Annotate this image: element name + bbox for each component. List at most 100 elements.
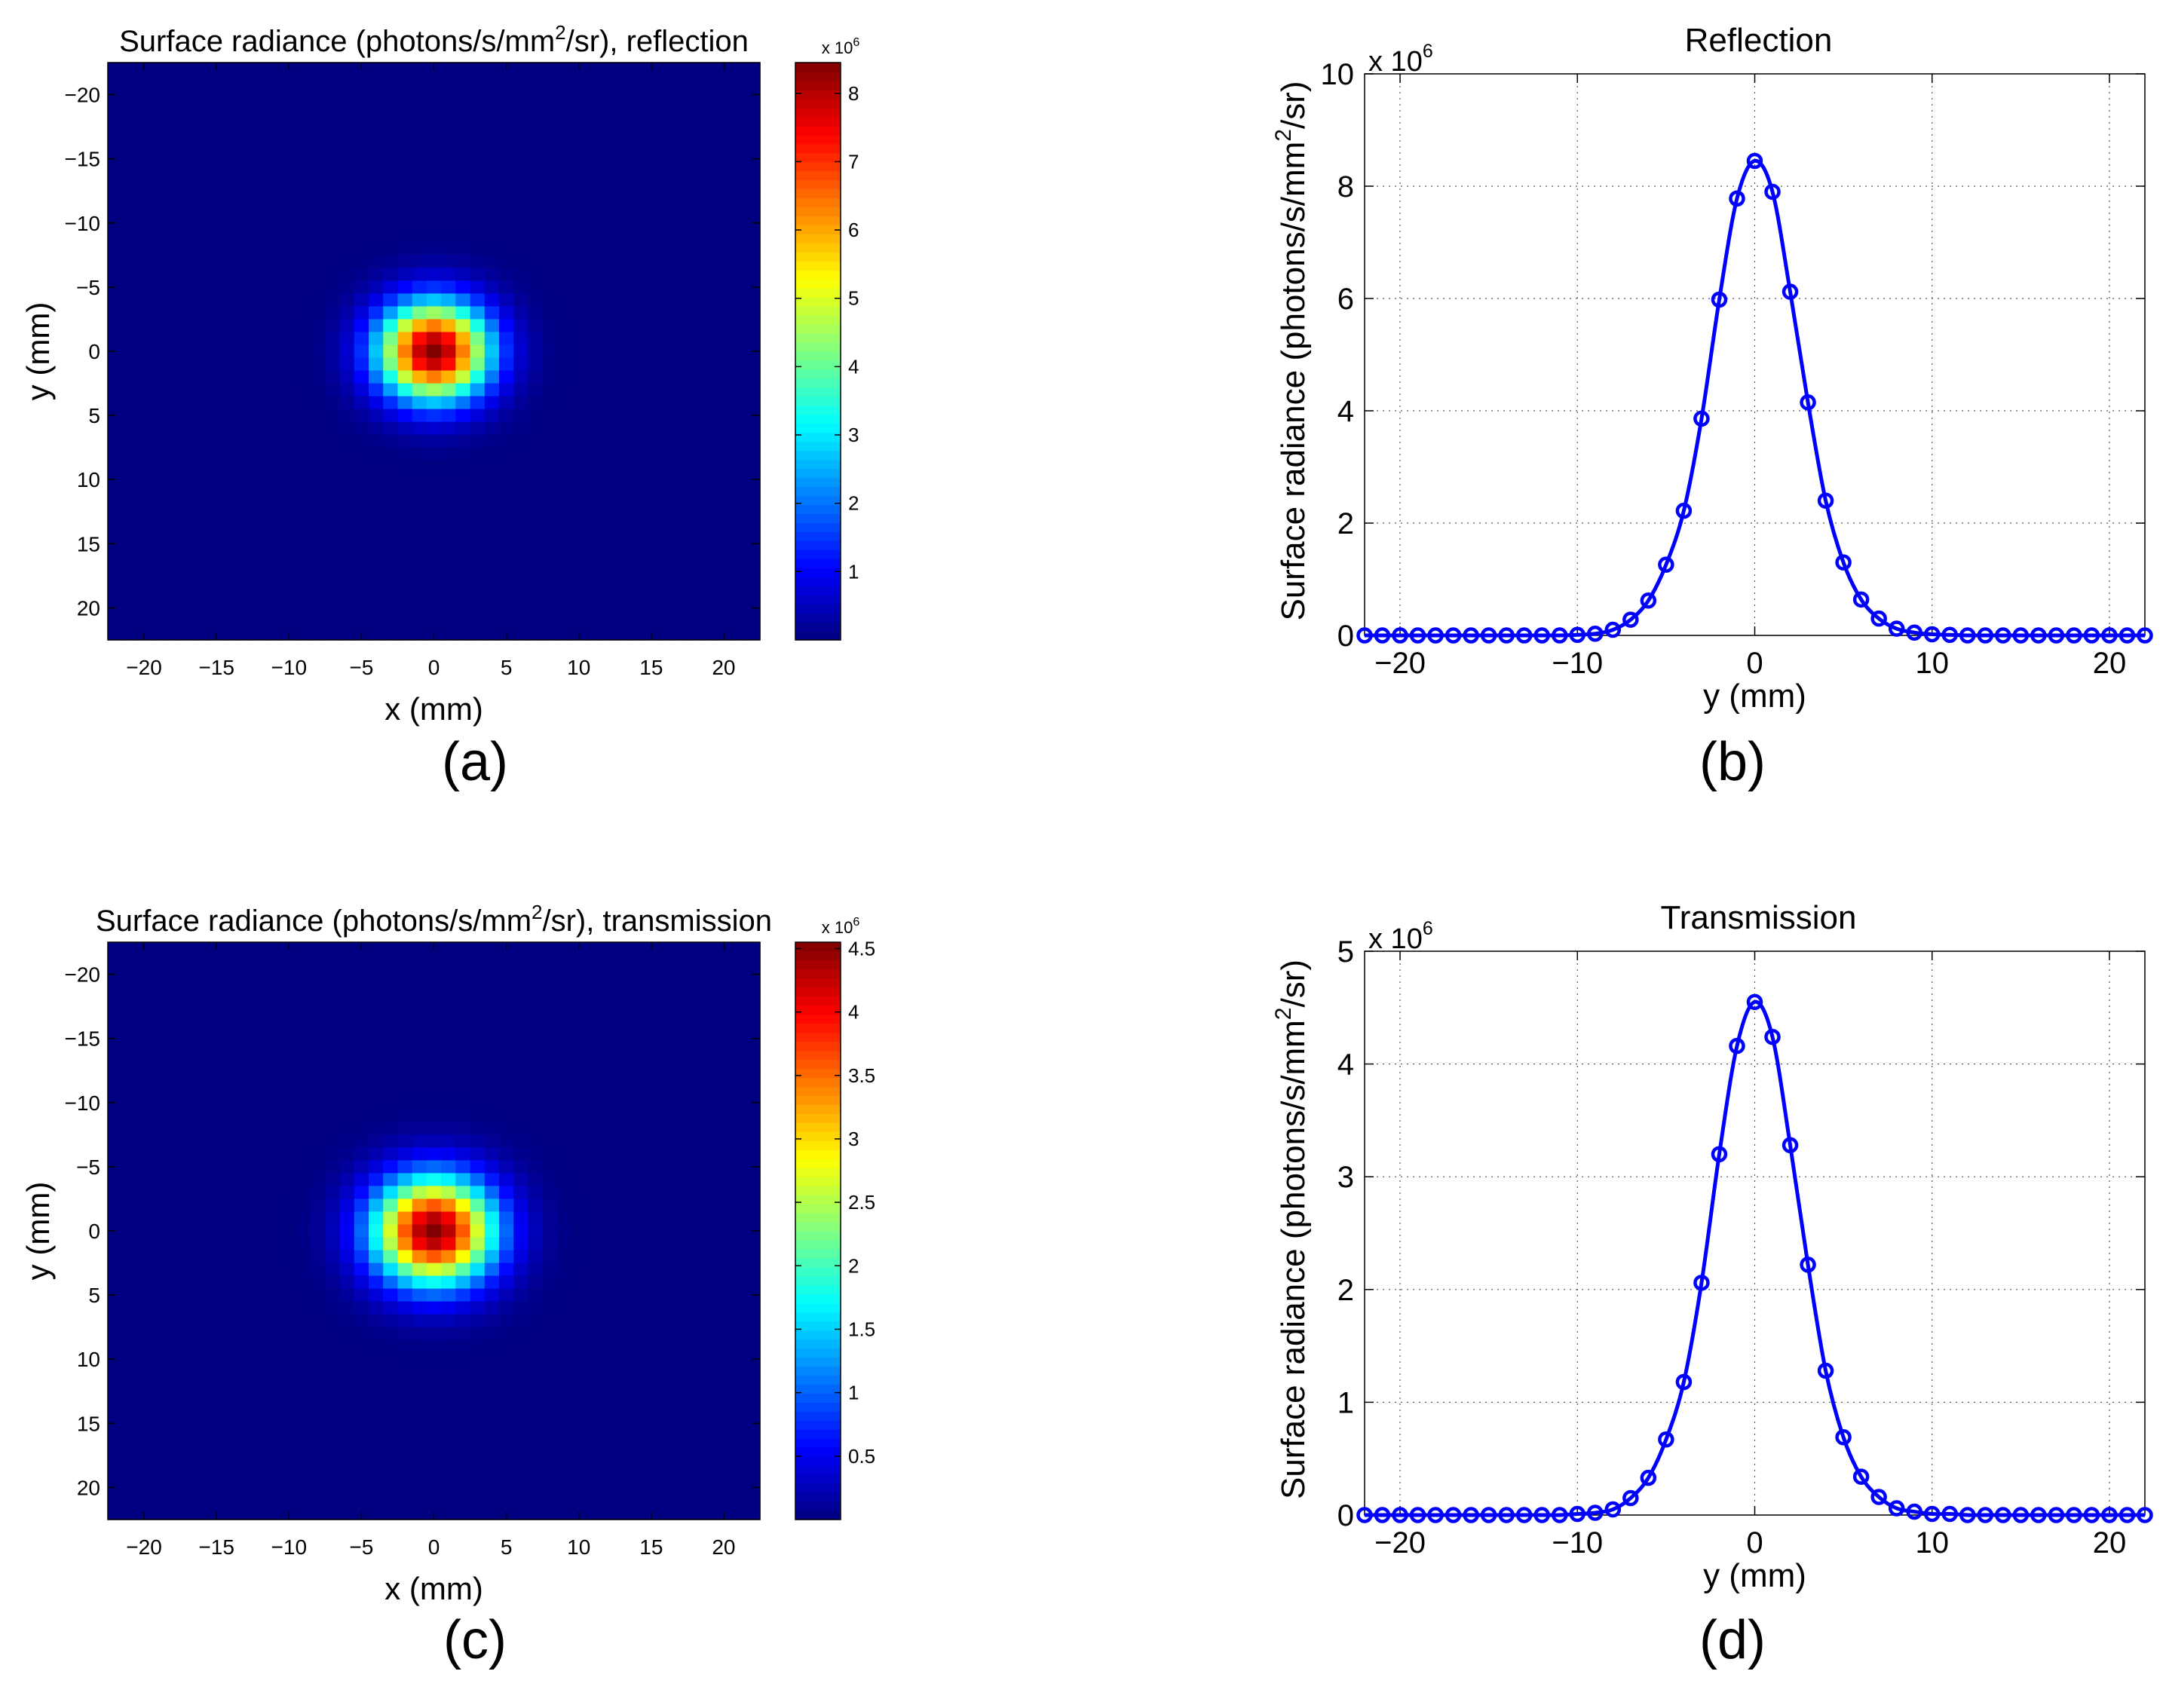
heatmap-cell xyxy=(426,357,442,372)
heatmap-cell xyxy=(484,344,500,359)
heatmap-cell xyxy=(441,75,456,89)
heatmap-cell xyxy=(745,485,761,500)
data-point-marker xyxy=(1658,556,1674,573)
heatmap-cell xyxy=(687,626,703,641)
heatmap-cell xyxy=(339,114,355,127)
heatmap-cell xyxy=(702,549,717,564)
heatmap-cell xyxy=(455,1455,471,1469)
heatmap-cell xyxy=(412,447,427,461)
heatmap-cell xyxy=(426,1493,442,1508)
heatmap-cell xyxy=(253,1314,268,1328)
heatmap-cell xyxy=(296,178,311,191)
heatmap-cell xyxy=(281,152,297,166)
heatmap-cell xyxy=(383,75,399,89)
heatmap-cell xyxy=(702,434,717,448)
heatmap-cell xyxy=(556,1493,572,1508)
heatmap-cell xyxy=(195,1160,210,1174)
colorbar-band xyxy=(795,1411,841,1421)
colorbar-exponent: x 106 xyxy=(822,36,860,57)
heatmap-cell xyxy=(702,1096,717,1110)
heatmap-cell xyxy=(180,409,195,423)
heatmap-cell xyxy=(281,1288,297,1302)
heatmap-cell xyxy=(745,1391,761,1405)
heatmap-cell xyxy=(614,1352,630,1367)
heatmap-cell xyxy=(658,1429,674,1443)
heatmap-cell xyxy=(556,485,572,500)
y-tick-label: 20 xyxy=(77,1476,100,1499)
heatmap-cell xyxy=(136,1455,152,1469)
heatmap-cell xyxy=(731,447,746,461)
heatmap-cell xyxy=(614,601,630,615)
heatmap-cell xyxy=(296,485,311,500)
heatmap-cell xyxy=(528,447,544,461)
heatmap-cell xyxy=(209,562,225,577)
heatmap-cell xyxy=(253,1198,268,1213)
heatmap-cell xyxy=(513,75,529,89)
heatmap-cell xyxy=(528,955,544,969)
heatmap-cell xyxy=(455,114,471,127)
heatmap-cell xyxy=(267,498,283,513)
heatmap-cell xyxy=(108,165,123,179)
heatmap-cell xyxy=(600,1122,616,1135)
data-point-marker xyxy=(1888,620,1905,637)
heatmap-cell xyxy=(630,75,645,89)
heatmap-cell xyxy=(426,955,442,969)
colorbar-tick-label: 2.5 xyxy=(848,1191,875,1214)
heatmap-cell xyxy=(484,626,500,641)
heatmap-cell xyxy=(325,981,341,994)
heatmap-cell xyxy=(672,1301,688,1315)
heatmap-cell xyxy=(687,421,703,436)
heatmap-cell xyxy=(253,127,268,140)
heatmap-cell xyxy=(528,216,544,230)
data-point-marker xyxy=(1622,1489,1639,1507)
heatmap-cell xyxy=(672,601,688,615)
heatmap-cell xyxy=(658,1314,674,1328)
heatmap-cell xyxy=(644,191,660,204)
heatmap-cell xyxy=(556,588,572,602)
heatmap-cell xyxy=(281,1301,297,1315)
heatmap-cell xyxy=(339,1327,355,1341)
heatmap-cell xyxy=(238,114,253,127)
heatmap-cell xyxy=(687,1301,703,1315)
heatmap-cell xyxy=(614,626,630,641)
heatmap-cell xyxy=(441,524,456,538)
heatmap-cell xyxy=(702,1339,717,1354)
heatmap-cell xyxy=(499,1058,514,1071)
heatmap-cell xyxy=(325,101,341,115)
heatmap-cell xyxy=(513,1224,529,1238)
heatmap-cell xyxy=(296,139,311,153)
heatmap-cell xyxy=(672,1109,688,1122)
colorbar-band xyxy=(795,1366,841,1376)
heatmap-cell xyxy=(412,1442,427,1456)
heatmap-cell xyxy=(238,63,253,76)
heatmap-cell xyxy=(630,344,645,359)
heatmap-cell xyxy=(180,1416,195,1431)
heatmap-cell xyxy=(354,1122,369,1135)
heatmap-cell xyxy=(339,1480,355,1495)
heatmap-cell xyxy=(542,447,558,461)
heatmap-cell xyxy=(412,242,427,256)
heatmap-cell xyxy=(397,955,413,969)
heatmap-cell xyxy=(731,1160,746,1174)
heatmap-cell xyxy=(122,498,138,513)
heatmap-cell xyxy=(311,524,326,538)
heatmap-cell xyxy=(136,139,152,153)
heatmap-cell xyxy=(339,319,355,333)
heatmap-cell xyxy=(397,1109,413,1122)
heatmap-cell xyxy=(614,1250,630,1264)
data-point-marker xyxy=(2083,627,2100,644)
heatmap-cell xyxy=(136,575,152,589)
heatmap-cell xyxy=(499,1006,514,1020)
heatmap-cell xyxy=(614,1416,630,1431)
heatmap-cell xyxy=(600,216,616,230)
heatmap-cell xyxy=(151,485,167,500)
heatmap-cell xyxy=(484,473,500,487)
heatmap-cell xyxy=(339,1339,355,1354)
heatmap-cell xyxy=(180,1019,195,1033)
heatmap-cell xyxy=(253,1058,268,1071)
heatmap-cell xyxy=(716,1032,732,1045)
heatmap-cell xyxy=(672,396,688,410)
heatmap-cell xyxy=(354,614,369,628)
heatmap-cell xyxy=(731,1045,746,1058)
heatmap-cell xyxy=(209,1352,225,1367)
